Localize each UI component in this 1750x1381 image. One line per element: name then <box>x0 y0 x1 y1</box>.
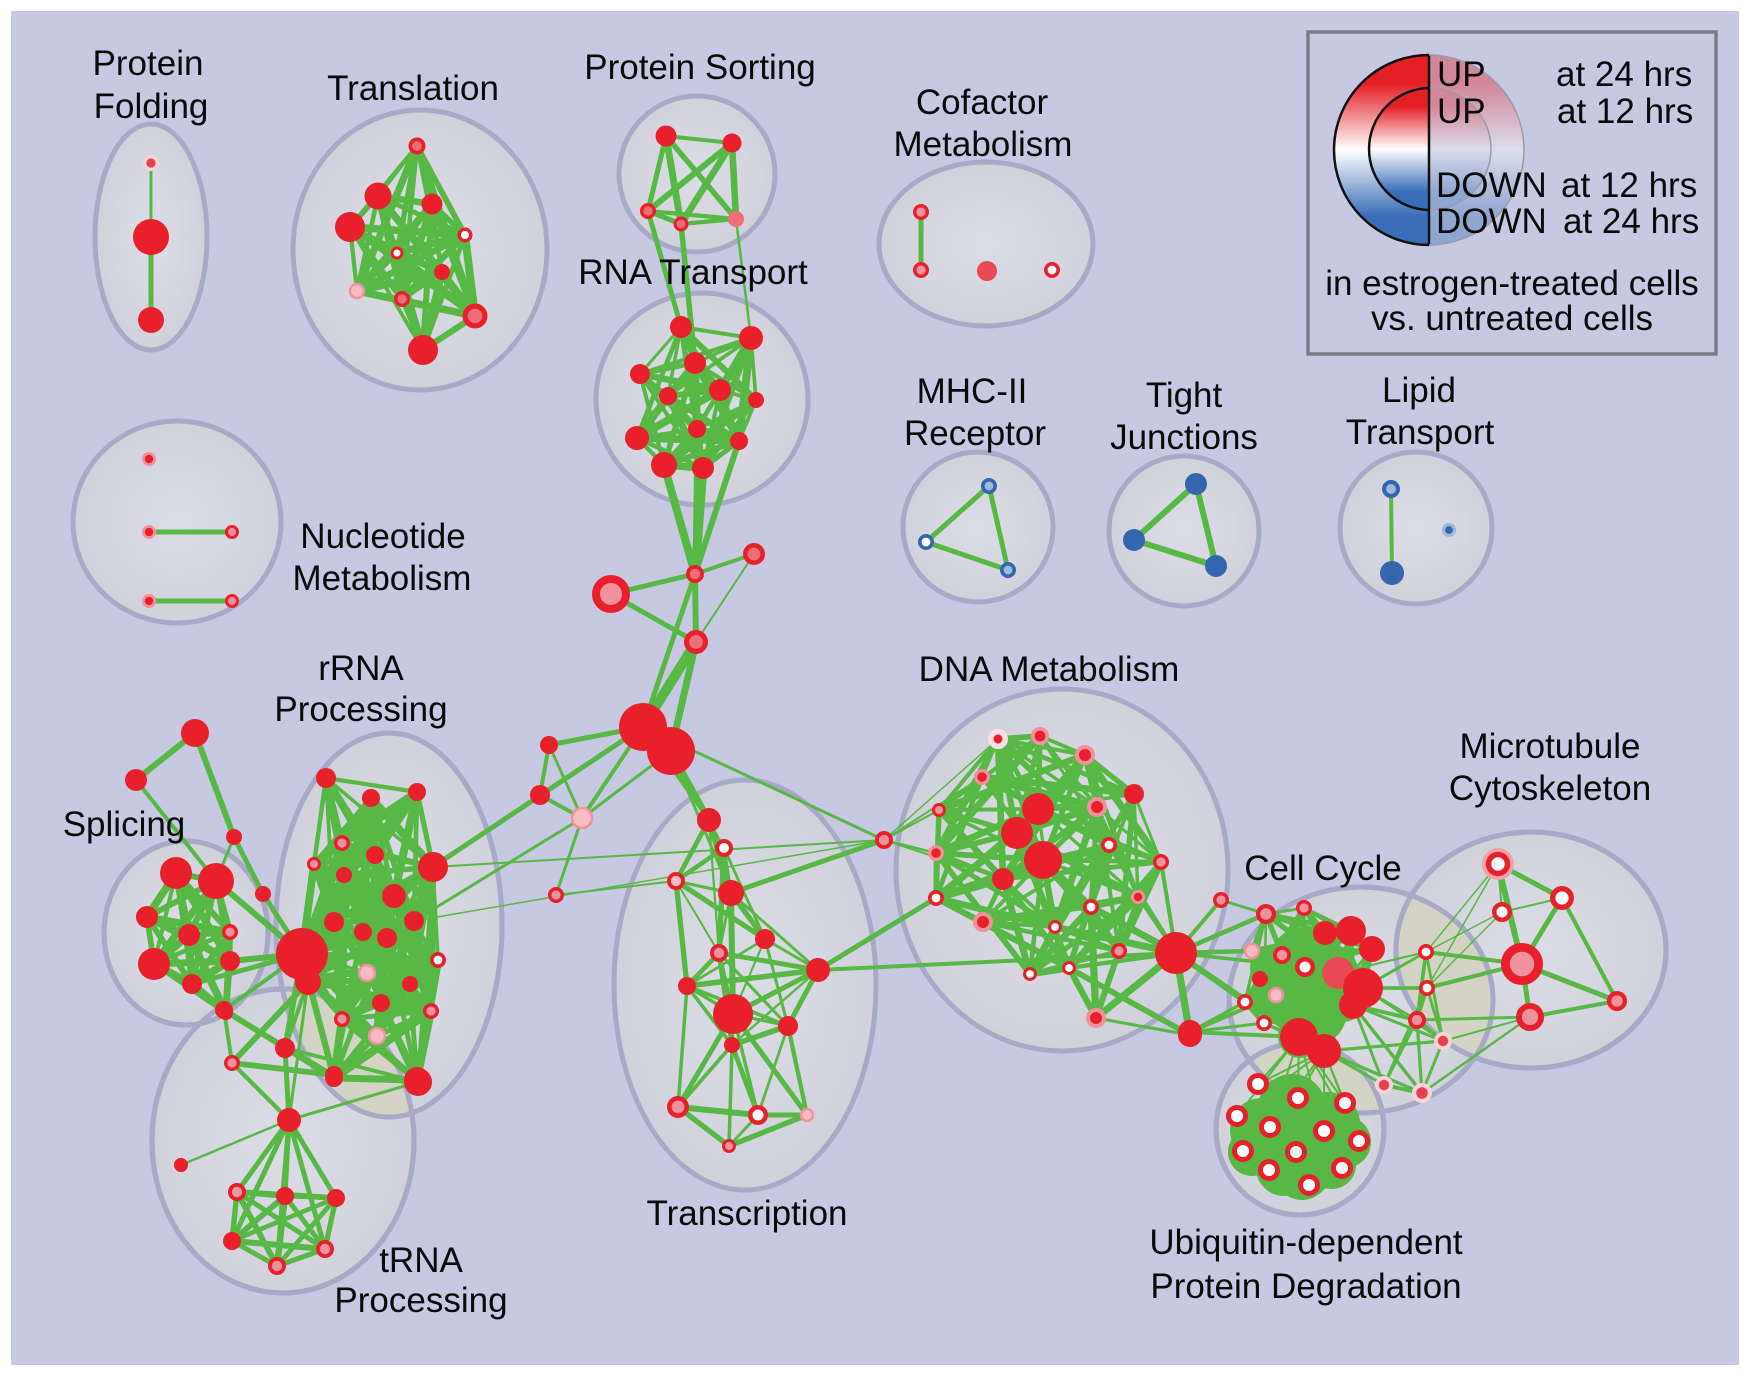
svg-text:Tight: Tight <box>1146 376 1223 415</box>
svg-text:tRNA: tRNA <box>379 1241 463 1280</box>
svg-text:at 12 hrs: at 12 hrs <box>1561 166 1697 205</box>
svg-text:in estrogen-treated cells: in estrogen-treated cells <box>1325 264 1699 303</box>
svg-text:DOWN: DOWN <box>1436 166 1547 205</box>
svg-text:Protein: Protein <box>93 44 204 83</box>
svg-text:Processing: Processing <box>334 1281 507 1320</box>
svg-text:Translation: Translation <box>327 69 499 108</box>
svg-text:Transport: Transport <box>1346 413 1495 452</box>
svg-text:Protein Degradation: Protein Degradation <box>1150 1267 1461 1306</box>
svg-text:Lipid: Lipid <box>1382 371 1456 410</box>
svg-text:MHC-II: MHC-II <box>917 372 1028 411</box>
svg-text:Ubiquitin-dependent: Ubiquitin-dependent <box>1149 1223 1463 1262</box>
svg-text:Junctions: Junctions <box>1110 418 1258 457</box>
svg-text:Folding: Folding <box>94 87 209 126</box>
svg-text:Metabolism: Metabolism <box>293 559 472 598</box>
svg-text:at 24 hrs: at 24 hrs <box>1556 55 1692 94</box>
svg-text:Metabolism: Metabolism <box>894 125 1073 164</box>
svg-text:rRNA: rRNA <box>318 649 404 688</box>
svg-text:UP: UP <box>1437 55 1486 94</box>
svg-text:UP: UP <box>1437 92 1486 131</box>
svg-text:DNA Metabolism: DNA Metabolism <box>919 650 1180 689</box>
svg-text:Splicing: Splicing <box>63 805 186 844</box>
svg-text:Microtubule: Microtubule <box>1460 727 1641 766</box>
svg-text:DOWN: DOWN <box>1436 202 1547 241</box>
svg-text:Receptor: Receptor <box>904 414 1046 453</box>
svg-text:Cytoskeleton: Cytoskeleton <box>1449 769 1651 808</box>
svg-text:Nucleotide: Nucleotide <box>300 517 465 556</box>
svg-text:at 24 hrs: at 24 hrs <box>1563 202 1699 241</box>
svg-text:Cell Cycle: Cell Cycle <box>1244 849 1402 888</box>
svg-text:Protein Sorting: Protein Sorting <box>584 48 816 87</box>
svg-text:vs. untreated cells: vs. untreated cells <box>1371 299 1653 338</box>
svg-text:Transcription: Transcription <box>647 1194 848 1233</box>
svg-text:RNA Transport: RNA Transport <box>578 253 808 292</box>
svg-text:Processing: Processing <box>274 690 447 729</box>
svg-text:at 12 hrs: at 12 hrs <box>1557 92 1693 131</box>
svg-text:Cofactor: Cofactor <box>916 83 1049 122</box>
